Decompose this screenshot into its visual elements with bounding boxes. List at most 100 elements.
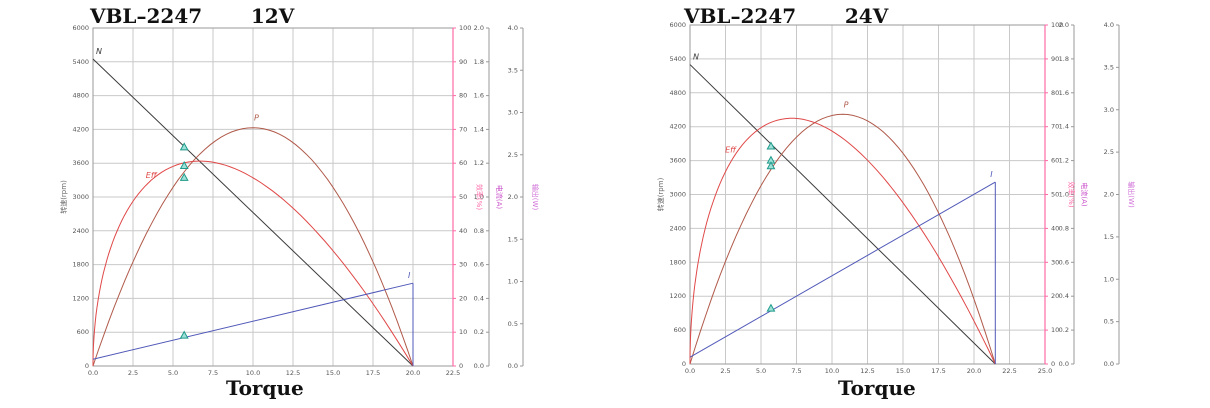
y-tick-label: 1800 <box>669 258 686 266</box>
efficiency-tick-label: 80 <box>1051 89 1059 97</box>
power-tick-label: 2.5 <box>1104 148 1114 156</box>
y-tick-label: 5400 <box>72 58 89 66</box>
power-axis-title: 输出(W) <box>1127 181 1136 208</box>
x-tick-label: 2.5 <box>720 367 730 375</box>
y-tick-label: 4800 <box>72 92 89 100</box>
y-tick-label: 2400 <box>72 227 89 235</box>
operating-point-marker <box>766 161 776 170</box>
x-axis-label-24v: Torque <box>838 376 916 400</box>
power-tick-label: 4.0 <box>508 24 518 32</box>
current-tick-label: 1.8 <box>474 58 484 66</box>
x-tick-label: 15.0 <box>896 367 910 375</box>
efficiency-tick-label: 20 <box>459 294 467 302</box>
x-tick-label: 20.0 <box>406 369 420 377</box>
efficiency-tick-label: 100 <box>459 24 471 32</box>
efficiency-tick-label: 90 <box>1051 55 1059 63</box>
chart-24v: 0.0 2.5 5.0 7.5 10.0 12.5 15.0 17.5 20.0 22.5 25.0… <box>656 21 1136 375</box>
current-tick-label: 0.6 <box>1059 258 1069 266</box>
current-tick-label: 1.2 <box>474 159 484 167</box>
current-tick-label: 1.0 <box>474 193 484 201</box>
operating-point-marker <box>766 141 776 150</box>
y-axis-title: 转速(rpm) <box>656 177 665 211</box>
y-tick-label: 3600 <box>72 159 89 167</box>
y-tick-label: 0 <box>682 360 686 368</box>
power-tick-label: 2.0 <box>1104 191 1114 199</box>
speed-curve-label: N <box>96 47 102 56</box>
operating-point-marker <box>179 142 189 151</box>
x-tick-label: 0.0 <box>685 367 695 375</box>
power-tick-label: 3.5 <box>1104 63 1114 71</box>
power-tick-label: 3.5 <box>508 66 518 74</box>
x-tick-label: 5.0 <box>168 369 178 377</box>
x-tick-label: 10.0 <box>246 369 260 377</box>
power-tick-label: 1.0 <box>508 278 518 286</box>
current-tick-label: 0.8 <box>1059 224 1069 232</box>
power-tick-label: 1.0 <box>1104 275 1114 283</box>
power-tick-label: 1.5 <box>1104 233 1114 241</box>
operating-point-marker <box>766 303 776 312</box>
y-tick-label: 0 <box>85 362 89 370</box>
efficiency-tick-label: 70 <box>1051 123 1059 131</box>
y-tick-label: 4200 <box>72 125 89 133</box>
power-curve-label: P <box>254 114 259 123</box>
power-curve-label: P <box>844 100 849 109</box>
y-tick-label: 3000 <box>669 191 686 199</box>
y-tick-label: 6000 <box>669 21 686 29</box>
x-tick-label: 25.0 <box>1038 367 1052 375</box>
current-curve <box>689 181 996 358</box>
y-tick-label: 1800 <box>72 261 89 269</box>
y-tick-label: 2400 <box>669 224 686 232</box>
power-tick-label: 3.0 <box>1104 106 1114 114</box>
current-tick-label: 1.2 <box>1059 157 1069 165</box>
power-curve <box>689 113 996 365</box>
efficiency-tick-label: 10 <box>1051 326 1059 334</box>
y-tick-label: 4800 <box>669 89 686 97</box>
current-curve-label: I <box>408 271 411 280</box>
chart-title-24v: VBL–2247 24V <box>684 4 889 28</box>
efficiency-tick-label: 40 <box>1051 224 1059 232</box>
current-tick-label: 0.4 <box>474 294 484 302</box>
operating-point-marker <box>179 160 189 170</box>
y-tick-label: 1200 <box>669 292 686 300</box>
power-tick-label: 4.0 <box>1104 21 1114 29</box>
current-tick-label: 1.0 <box>1059 191 1069 199</box>
efficiency-axis-title: 效率(%) <box>1067 181 1076 207</box>
power-axis-title: 输出(W) <box>531 184 540 211</box>
power-curve <box>92 127 414 367</box>
current-tick-label: 0.4 <box>1059 292 1069 300</box>
power-tick-label: 0.0 <box>508 362 518 370</box>
x-tick-label: 22.5 <box>1002 367 1016 375</box>
power-tick-label: 0.0 <box>1104 360 1114 368</box>
efficiency-curve <box>689 117 996 365</box>
x-tick-label: 7.5 <box>208 369 218 377</box>
efficiency-tick-label: 50 <box>459 193 467 201</box>
x-tick-label: 20.0 <box>967 367 981 375</box>
current-tick-label: 0.8 <box>474 227 484 235</box>
y-tick-label: 6000 <box>72 24 89 32</box>
current-tick-label: 1.4 <box>1059 123 1069 131</box>
current-tick-label: 2.0 <box>1059 21 1069 29</box>
current-axis-title: 电流(A) <box>495 185 504 210</box>
x-tick-label: 17.5 <box>366 369 380 377</box>
speed-curve-label: N <box>693 53 699 62</box>
chart-title-12v: VBL–2247 12V <box>90 4 295 28</box>
power-tick-label: 1.5 <box>508 235 518 243</box>
speed-curve <box>689 64 996 365</box>
current-tick-label: 0.0 <box>474 362 484 370</box>
efficiency-tick-label: 0 <box>1051 360 1055 368</box>
current-tick-label: 2.0 <box>474 24 484 32</box>
efficiency-tick-label: 20 <box>1051 292 1059 300</box>
x-tick-label: 12.5 <box>286 369 300 377</box>
y-tick-label: 4200 <box>669 123 686 131</box>
efficiency-axis-title: 效率(%) <box>475 184 484 210</box>
power-tick-label: 2.5 <box>508 151 518 159</box>
current-curve-label: I <box>990 170 993 179</box>
x-tick-label: 10.0 <box>825 367 839 375</box>
current-tick-label: 1.6 <box>1059 89 1069 97</box>
efficiency-tick-label: 80 <box>459 92 467 100</box>
x-tick-label: 15.0 <box>326 369 340 377</box>
power-tick-label: 2.0 <box>508 193 518 201</box>
power-tick-label: 3.0 <box>508 109 518 117</box>
y-tick-label: 3000 <box>72 193 89 201</box>
efficiency-tick-label: 40 <box>459 227 467 235</box>
